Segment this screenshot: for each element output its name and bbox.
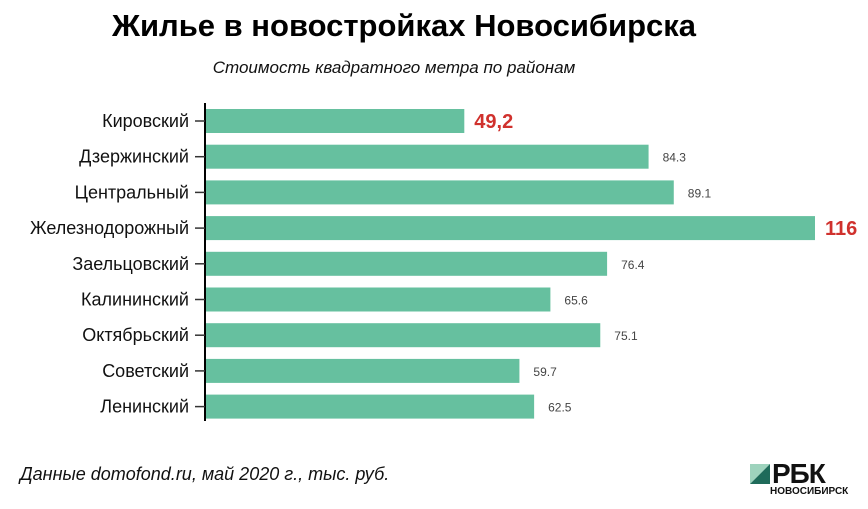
value-label: 59.7 <box>533 365 557 379</box>
value-label: 76.4 <box>621 258 645 272</box>
value-label: 62.5 <box>548 401 572 415</box>
value-label: 89.1 <box>688 186 712 200</box>
category-label: Советский <box>102 361 189 381</box>
chart-title: Жилье в новостройках Новосибирска <box>111 8 697 43</box>
bar <box>206 144 649 169</box>
value-label: 65.6 <box>564 294 588 308</box>
category-label: Дзержинский <box>79 147 189 167</box>
category-label: Центральный <box>75 182 189 202</box>
category-label: Заельцовский <box>72 254 189 274</box>
value-label: 75.1 <box>614 329 638 343</box>
bar <box>206 180 674 205</box>
value-label: 116 <box>825 218 857 240</box>
bar <box>206 394 535 419</box>
logo-region: НОВОСИБИРСК <box>770 486 849 497</box>
logo-mark-icon <box>750 464 770 484</box>
source-note: Данные domofond.ru, май 2020 г., тыс. ру… <box>20 464 390 484</box>
bar <box>206 323 601 348</box>
bar <box>206 216 815 241</box>
category-label: Железнодорожный <box>30 218 189 238</box>
bar <box>206 109 465 133</box>
bar <box>206 287 551 312</box>
bar <box>206 251 608 276</box>
logo-text: РБК <box>772 458 826 489</box>
value-label: 84.3 <box>663 151 687 165</box>
bar <box>206 358 520 383</box>
chart-subtitle: Стоимость квадратного метра по районам <box>212 58 576 77</box>
category-label: Ленинский <box>100 397 189 417</box>
category-label: Октябрьский <box>82 325 189 345</box>
value-label: 49,2 <box>474 111 513 133</box>
category-label: Кировский <box>102 111 189 131</box>
category-label: Калининский <box>81 290 189 310</box>
